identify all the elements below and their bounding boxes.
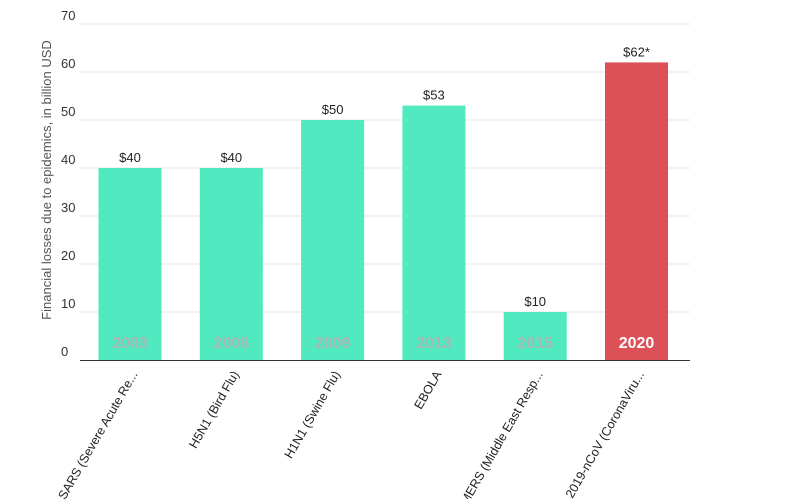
bar-year-label: 2020 (619, 335, 655, 352)
x-category-label: H5N1 (Bird Flu) (186, 369, 242, 451)
bar-value-label: $10 (524, 294, 546, 309)
bar (301, 120, 365, 360)
bar (98, 168, 162, 360)
x-category-label: SARS (Severe Acute Re... (56, 369, 141, 499)
bar-value-label: $53 (423, 88, 445, 103)
y-tick-label: 20 (61, 248, 75, 263)
x-category-label: MERS (Middle East Resp... (458, 369, 546, 499)
x-axis-labels: SARS (Severe Acute Re... H5N1 (Bird Flu) H… (56, 368, 648, 499)
y-axis-ticks: 0 10 20 30 40 50 60 70 (61, 8, 75, 359)
bar-value-label: $50 (322, 102, 344, 117)
y-tick-label: 40 (61, 152, 75, 167)
y-tick-label: 30 (61, 200, 75, 215)
bar (605, 62, 668, 361)
bar (503, 312, 567, 360)
y-tick-label: 70 (61, 8, 75, 23)
bar-year-label: 2015 (517, 335, 553, 352)
bar-year-label: 2013 (416, 335, 452, 352)
bar-value-label: $40 (220, 150, 242, 165)
x-category-label: 2019-nCoV (CoronaViru... (563, 369, 647, 499)
bar (402, 105, 466, 360)
bars: $40 2003 $40 2006 $50 2009 $53 2013 $10 2015 $62* 2… (98, 44, 668, 361)
bar (199, 168, 263, 360)
y-tick-label: 0 (61, 344, 68, 359)
bar-value-label: $62* (623, 44, 650, 59)
bar-year-label: 2009 (315, 335, 351, 352)
x-category-label: H1N1 (Swine Flu) (282, 369, 343, 461)
bar-year-label: 2003 (112, 335, 148, 352)
y-tick-label: 50 (61, 104, 75, 119)
y-tick-label: 10 (61, 296, 75, 311)
gridlines (80, 23, 690, 313)
y-axis-label: Financial losses due to epidemics, in bi… (39, 40, 54, 320)
bar-year-label: 2006 (214, 335, 250, 352)
bar-value-label: $40 (119, 150, 141, 165)
x-category-label: EBOLA (412, 368, 445, 412)
y-tick-label: 60 (61, 56, 75, 71)
